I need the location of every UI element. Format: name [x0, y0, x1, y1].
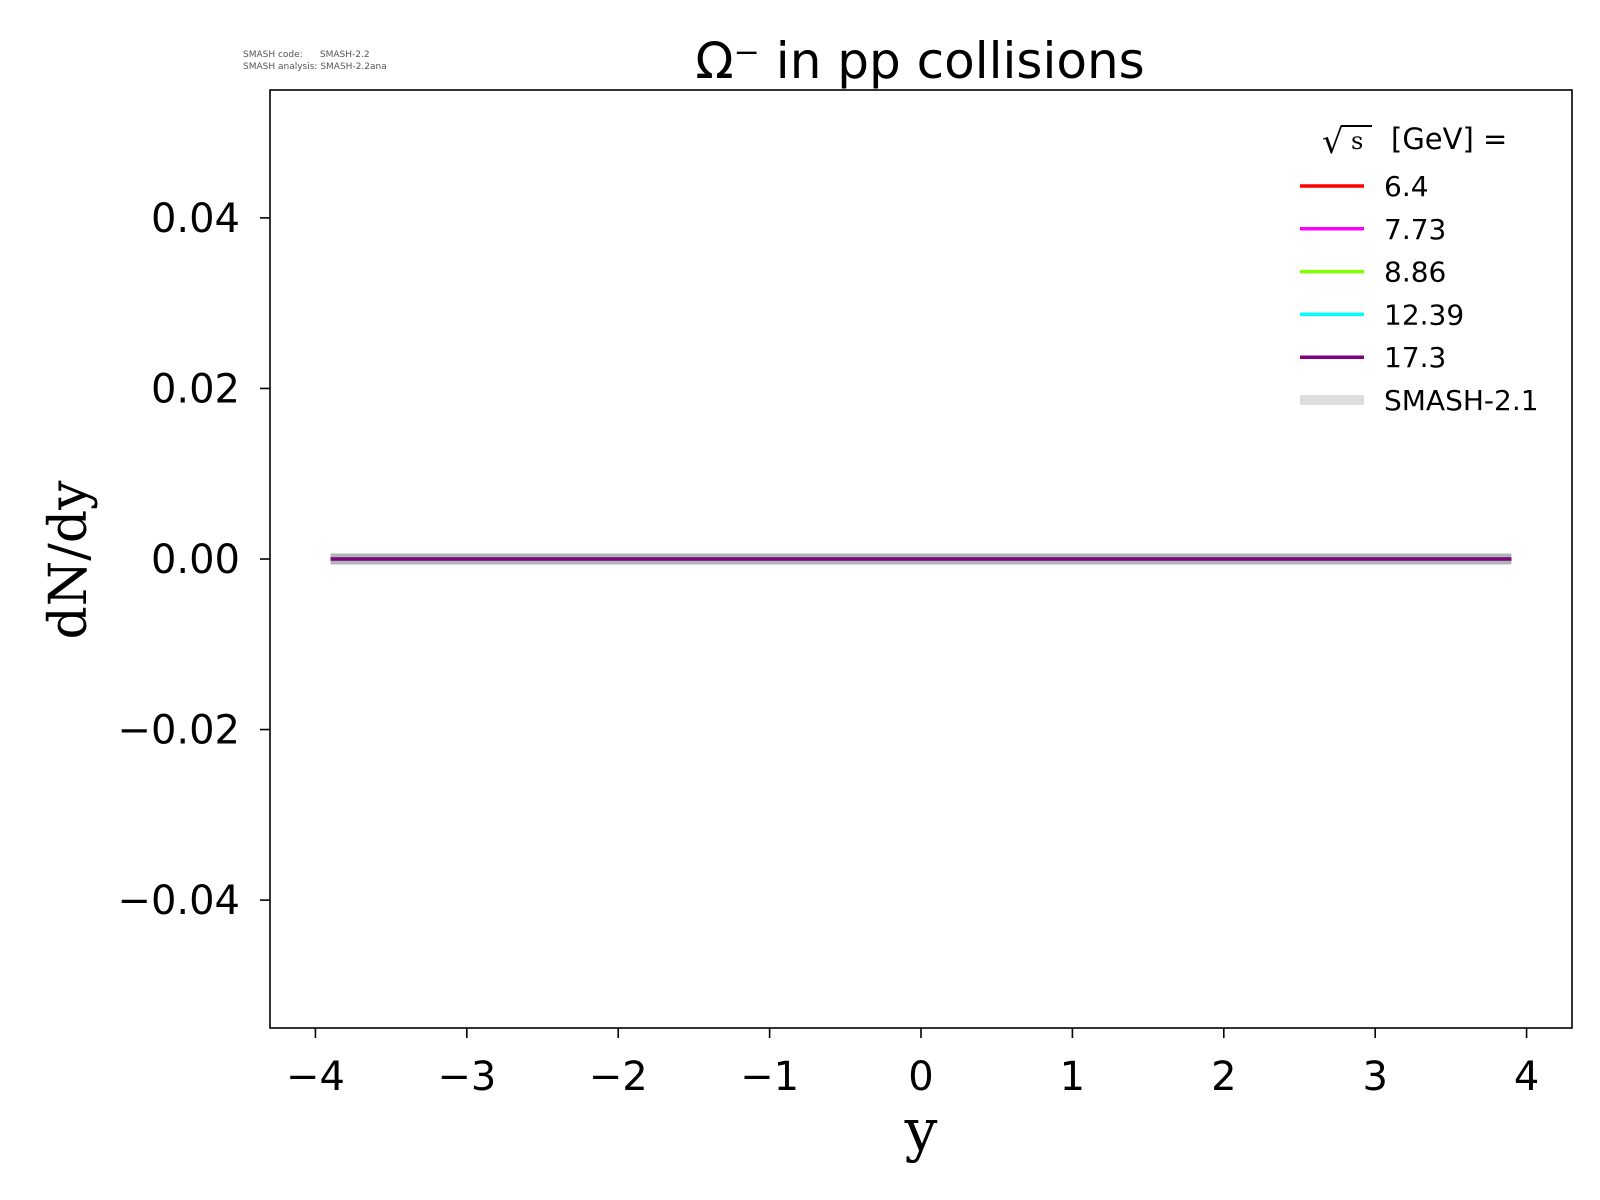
legend-title: √ s [GeV] =	[1322, 122, 1507, 162]
legend-label: SMASH-2.1	[1384, 384, 1539, 417]
x-tick-label: 3	[1362, 1054, 1387, 1100]
y-tick-label: −0.02	[117, 708, 240, 754]
x-axis-ticks: −4 −3 −2 −1 0 1 2 3 4	[286, 1028, 1539, 1100]
x-tick-label: −4	[286, 1054, 345, 1100]
legend: √ s [GeV] = 6.4 7.73 8.86 12.39 17.3 SMASH-2.…	[1300, 122, 1539, 417]
x-axis-label: y	[904, 1096, 938, 1164]
x-tick-label: −3	[437, 1054, 496, 1100]
y-axis-label: dN/dy	[39, 480, 99, 640]
smash-analysis-line: SMASH analysis: SMASH-2.2ana	[243, 62, 387, 72]
x-tick-label: 0	[908, 1054, 933, 1100]
legend-label: 7.73	[1384, 213, 1446, 246]
legend-label: 12.39	[1384, 298, 1464, 331]
chart-title: Ω⁻ in pp collisions	[695, 32, 1144, 90]
y-tick-label: 0.02	[151, 366, 240, 412]
sqrt-symbol: √	[1322, 122, 1344, 162]
legend-label: 8.86	[1384, 256, 1446, 289]
smash-code-line: SMASH code: SMASH-2.2	[243, 50, 370, 60]
x-tick-label: 1	[1060, 1054, 1085, 1100]
legend-label: 17.3	[1384, 341, 1446, 374]
x-tick-label: 4	[1514, 1054, 1539, 1100]
x-tick-label: 2	[1211, 1054, 1236, 1100]
y-tick-label: −0.04	[117, 878, 240, 924]
legend-title-suffix: [GeV] =	[1391, 122, 1507, 156]
y-tick-label: 0.00	[151, 537, 240, 583]
y-tick-label: 0.04	[151, 196, 240, 242]
x-tick-label: −1	[740, 1054, 799, 1100]
x-tick-label: −2	[589, 1054, 648, 1100]
sqrt-radicand: s	[1351, 127, 1363, 155]
y-axis-ticks: −0.04 −0.02 0.00 0.02 0.04	[117, 196, 270, 924]
smash-analysis-label: SMASH analysis:	[243, 62, 318, 72]
legend-items: 6.4 7.73 8.86 12.39 17.3 SMASH-2.1	[1300, 170, 1539, 417]
smash-analysis-value: SMASH-2.2ana	[320, 62, 387, 72]
legend-label: 6.4	[1384, 170, 1429, 203]
smash-code-label: SMASH code:	[243, 50, 303, 60]
smash-code-value: SMASH-2.2	[319, 50, 370, 60]
